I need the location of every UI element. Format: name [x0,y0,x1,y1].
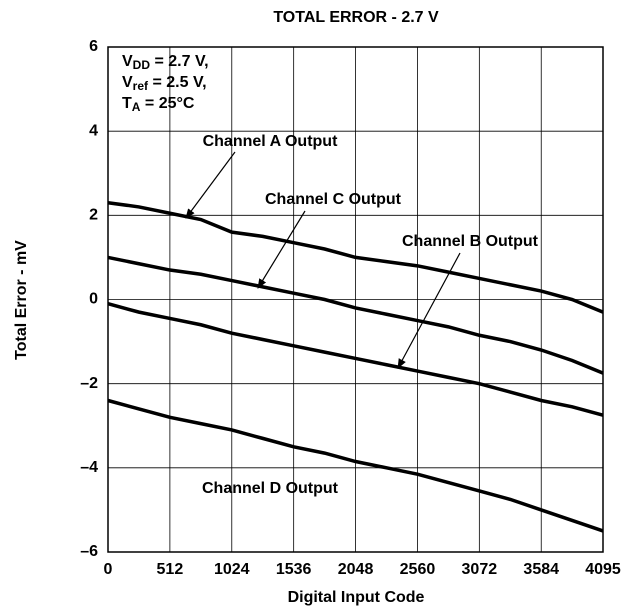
x-axis-label: Digital Input Code [288,589,425,606]
series-label: Channel C Output [265,191,402,208]
y-tick-label: –2 [80,375,98,392]
series-line [107,255,604,375]
y-tick-label: –4 [80,459,98,476]
condition-subscript: ref [133,79,149,93]
y-axis-label: Total Error - mV [13,240,30,360]
y-tick-label: 0 [89,291,98,308]
condition-value: = 2.5 V, [148,74,207,91]
y-tick-label: –6 [80,543,98,560]
condition: Vref = 2.5 V, [122,74,207,93]
condition-value: = 25°C [140,95,194,112]
x-tick-label: 512 [157,561,184,578]
x-tick-label: 1024 [214,561,250,578]
series-label: Channel B Output [402,233,539,250]
series-line [107,398,604,533]
condition-symbol: V [122,74,133,91]
x-tick-label: 2560 [400,561,436,578]
arrows [185,151,461,369]
x-tick-label: 0 [104,561,113,578]
series-label: Channel A Output [203,133,338,150]
arrow [397,252,461,369]
arrow [257,210,306,289]
condition-subscript: A [132,100,141,114]
condition-symbol: T [122,95,132,112]
series-label: Channel D Output [202,480,339,497]
condition-value: = 2.7 V, [150,53,209,70]
x-tick-label: 3072 [462,561,498,578]
condition: VDD = 2.7 V, [122,53,209,72]
y-tick-label: 6 [89,38,98,55]
arrow [185,151,236,219]
x-tick-label: 3584 [523,561,559,578]
y-tick-label: 2 [89,207,98,224]
condition-symbol: V [122,53,133,70]
x-tick-label: 2048 [338,561,374,578]
chart-title: TOTAL ERROR - 2.7 V [273,9,439,26]
x-tick-label: 1536 [276,561,312,578]
plot-frame [107,46,604,553]
condition: TA = 25°C [122,95,195,114]
condition-subscript: DD [133,58,151,72]
x-tick-label: 4095 [585,561,621,578]
series-line [107,302,604,417]
y-tick-label: 4 [89,122,98,139]
